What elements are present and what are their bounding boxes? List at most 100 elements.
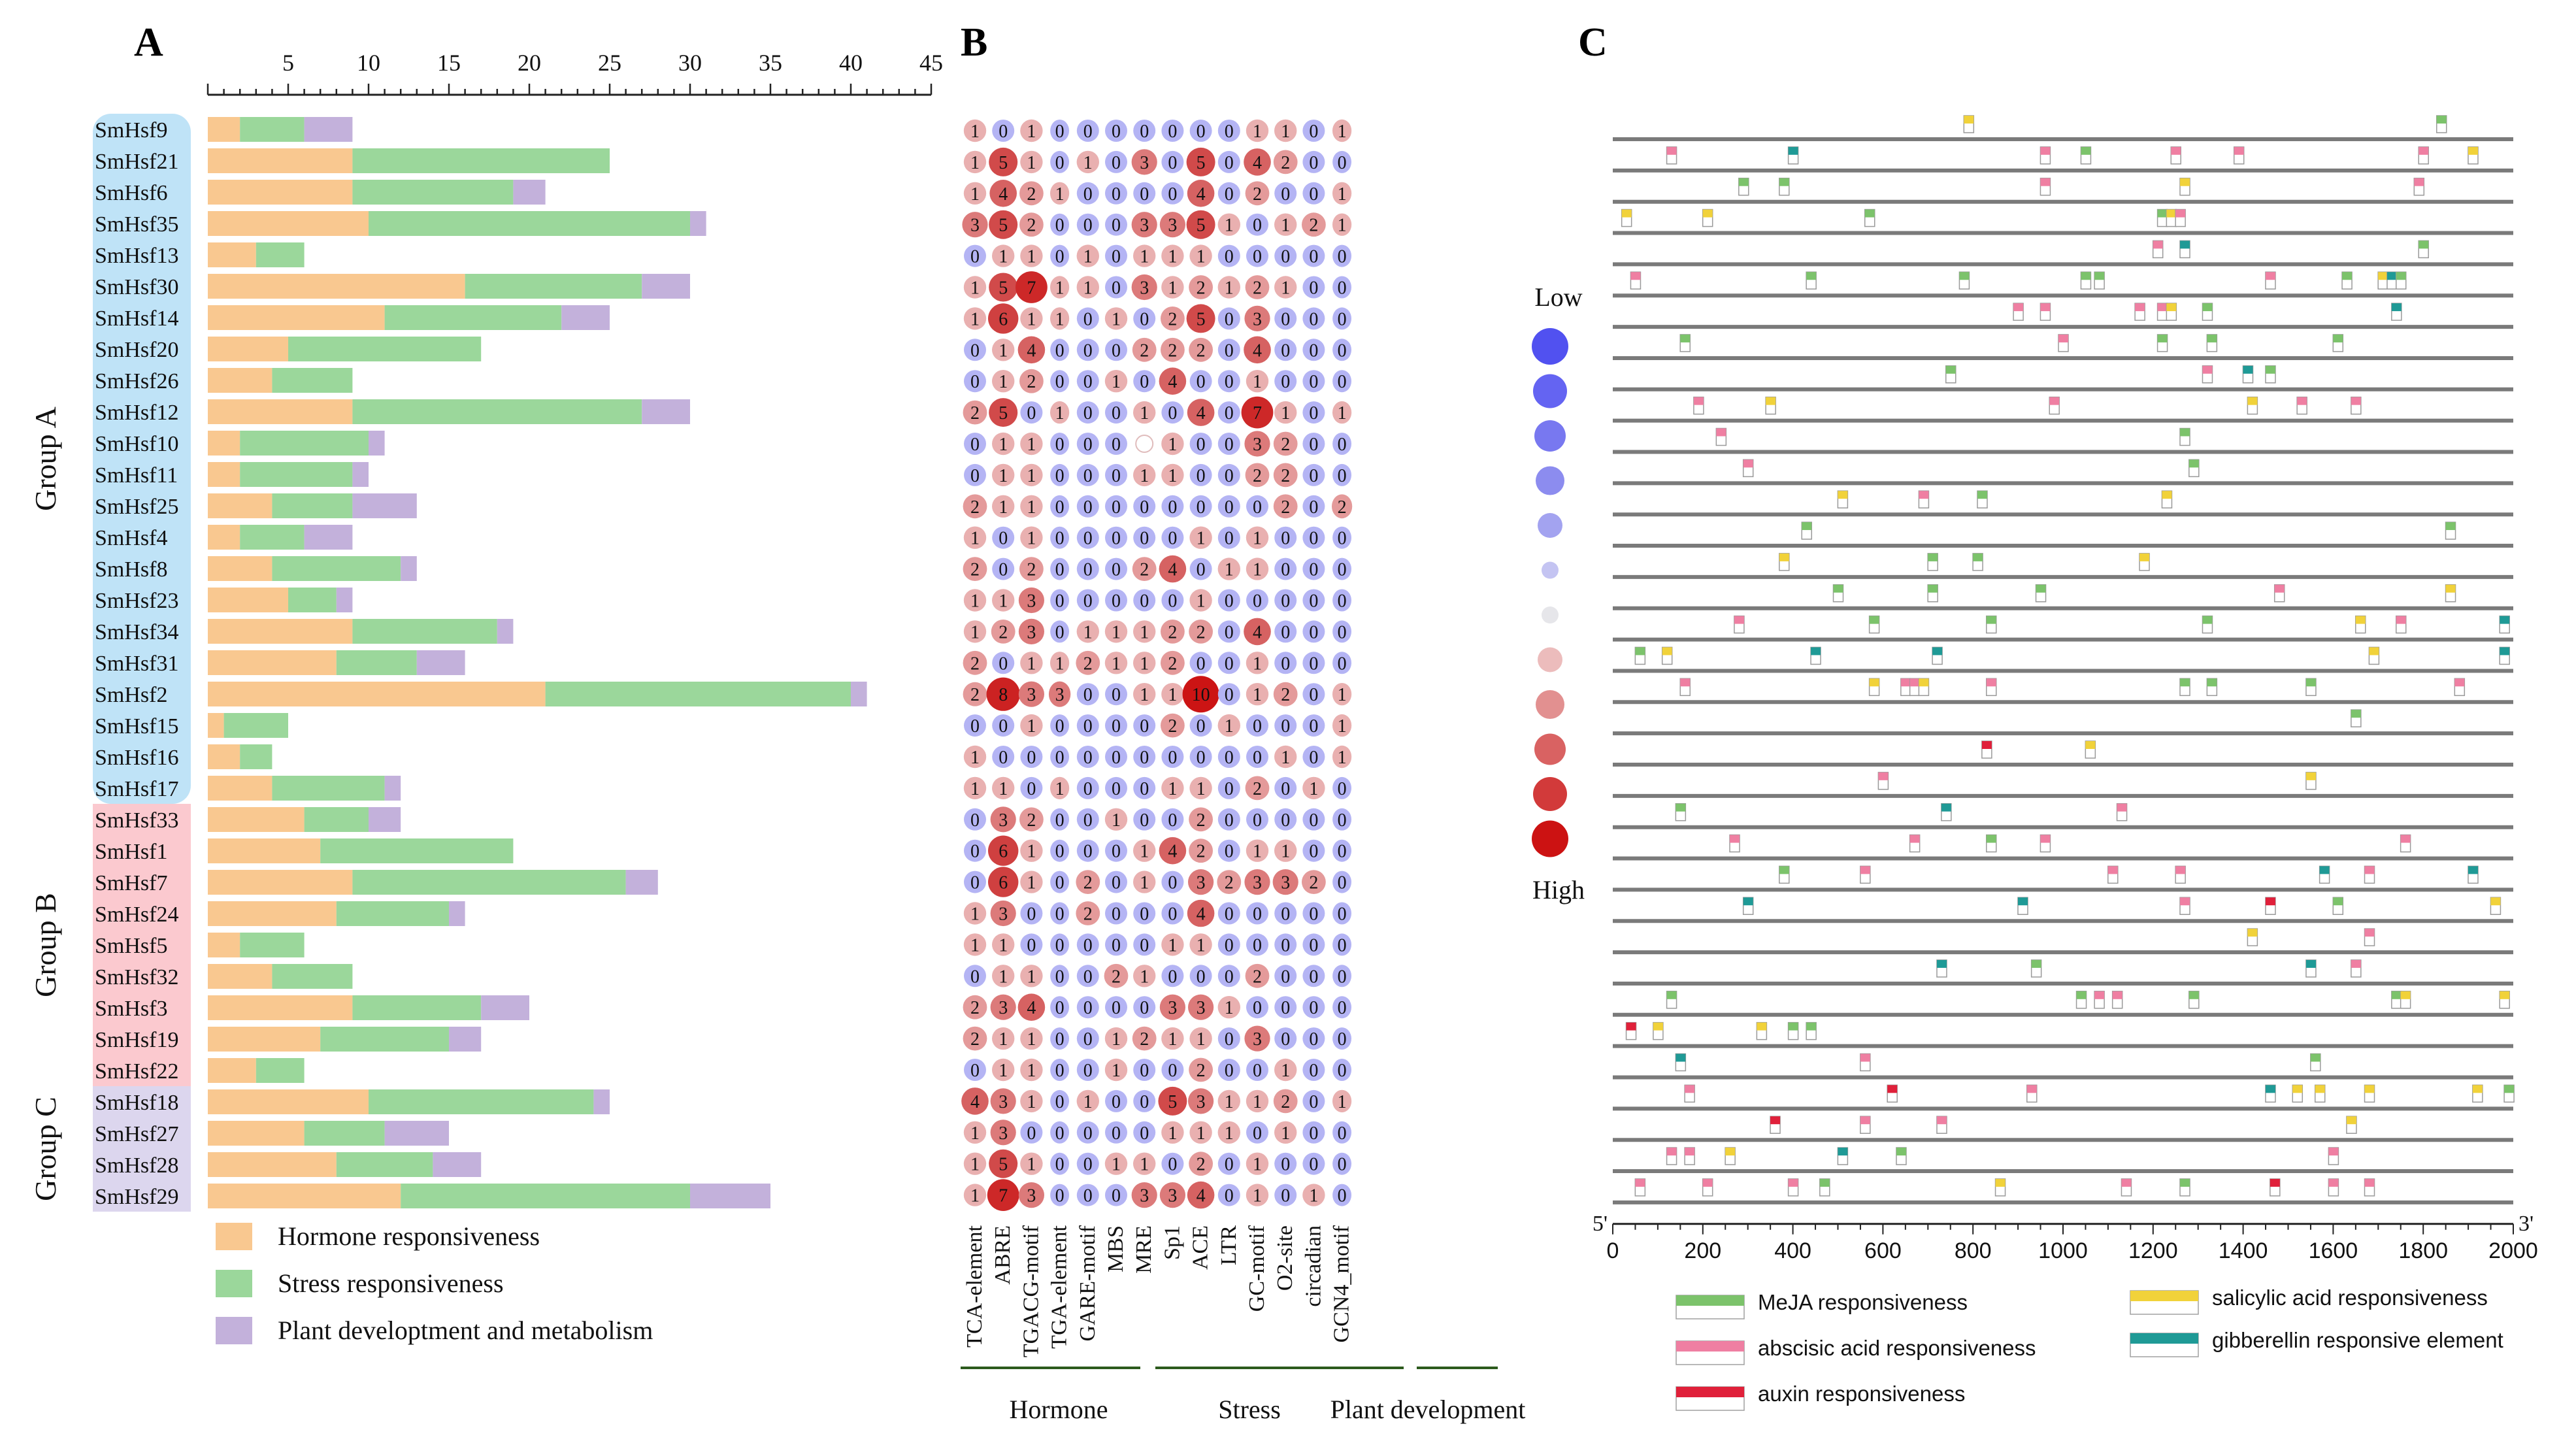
heatmap-value: 1 (1253, 1186, 1262, 1206)
x-tick-label: 30 (678, 50, 702, 76)
heatmap-cell (990, 1120, 1016, 1146)
heatmap-value: 3 (1140, 278, 1149, 299)
heatmap-cell (1020, 714, 1043, 737)
heatmap-value: 0 (1309, 309, 1318, 329)
heatmap-value: 0 (1225, 403, 1234, 423)
heatmap-value: 1 (970, 184, 980, 205)
bar-segment (304, 117, 353, 142)
bar-segment (208, 713, 224, 738)
x-tick-label: 40 (839, 50, 863, 76)
heatmap-value: 0 (1281, 247, 1290, 267)
heatmap-cell (1332, 996, 1352, 1019)
heatmap-value: 0 (1168, 873, 1177, 893)
heatmap-cell (1187, 899, 1215, 927)
heatmap-value: 0 (1281, 591, 1290, 612)
heatmap-cell (1302, 746, 1325, 768)
heatmap-value: 0 (1140, 497, 1149, 518)
bar-segment (208, 838, 321, 863)
legend-label: Plant developtment and metabolism (278, 1316, 653, 1345)
x-tick-label: 35 (759, 50, 782, 76)
heatmap-value: 1 (1197, 591, 1206, 612)
heatmap-value: 0 (1083, 1155, 1093, 1175)
heatmap-value: 1 (1197, 1029, 1206, 1050)
heatmap-value: 0 (1281, 372, 1290, 392)
bar-segment (545, 682, 851, 706)
heatmap-cell (1020, 965, 1043, 987)
heatmap-cell (1332, 808, 1352, 831)
heatmap-cell (1105, 714, 1127, 737)
bar-segment (690, 211, 706, 236)
heatmap-value: 0 (1083, 529, 1093, 549)
gene-label: SmHsf14 (95, 307, 178, 331)
heatmap-value: 0 (1055, 967, 1065, 987)
heatmap-cell (1189, 807, 1213, 832)
heatmap-value: 2 (1083, 904, 1093, 925)
bar-segment (304, 807, 369, 832)
heatmap-cell (1048, 681, 1071, 707)
heatmap-cell (1020, 746, 1043, 768)
heatmap-value: 0 (999, 122, 1008, 142)
gene-label: SmHsf15 (95, 714, 178, 738)
scale-swatch (1532, 820, 1568, 857)
heatmap-cell (1050, 871, 1070, 893)
heatmap-cell (963, 650, 987, 675)
scale-swatch (1536, 690, 1564, 719)
heatmap-value: 1 (1253, 372, 1262, 392)
heatmap-cell (1217, 526, 1240, 549)
heatmap-value: 0 (1055, 153, 1065, 173)
element-marker (1779, 866, 1789, 874)
heatmap-cell (1302, 683, 1325, 706)
heatmap-value: 0 (1253, 1123, 1262, 1144)
bar-segment (208, 399, 353, 424)
element-marker (2153, 241, 2163, 249)
heatmap-cell (1246, 495, 1268, 518)
heatmap-value: 1 (1027, 654, 1036, 674)
heatmap-value: 0 (1055, 1092, 1065, 1112)
heatmap-cell (1217, 150, 1240, 173)
heatmap-cell (1161, 902, 1184, 925)
heatmap-cell (1017, 336, 1046, 364)
heatmap-cell (1274, 557, 1297, 580)
gene-label: SmHsf10 (95, 432, 178, 456)
heatmap-cell (961, 1087, 989, 1115)
heatmap-cell (1189, 838, 1213, 863)
heatmap-value: 0 (1338, 810, 1347, 831)
heatmap-value: 3 (1197, 1092, 1206, 1112)
heatmap-cell (1274, 370, 1297, 393)
heatmap-cell (963, 620, 987, 643)
heatmap-cell (988, 303, 1019, 334)
element-marker (2305, 959, 2316, 968)
heatmap-cell (989, 147, 1018, 176)
element-marker (2310, 1053, 2320, 1062)
heatmap-cell (1050, 244, 1070, 267)
heatmap-cell (1273, 494, 1298, 519)
heatmap-value: 1 (1253, 560, 1262, 580)
heatmap-cell (1135, 435, 1154, 453)
heatmap-cell (1076, 244, 1100, 267)
element-marker (2333, 897, 2343, 906)
heatmap-cell (1189, 120, 1212, 142)
heatmap-cell (1132, 337, 1157, 362)
heatmap-value: 0 (1338, 340, 1347, 361)
heatmap-value: 2 (1253, 967, 1262, 987)
heatmap-cell (1020, 119, 1043, 142)
heatmap-cell (1217, 1152, 1240, 1175)
heatmap-value: 0 (1309, 435, 1318, 455)
heatmap-cell (1273, 150, 1298, 174)
heatmap-cell (963, 776, 987, 800)
heatmap-value: 0 (1281, 622, 1290, 642)
heatmap-cell (1105, 339, 1127, 361)
scale-swatch (1536, 466, 1564, 495)
heatmap-value: 1 (1281, 842, 1290, 862)
element-marker (2351, 397, 2361, 405)
heatmap-value: 0 (1309, 748, 1318, 768)
heatmap-cell (1246, 589, 1268, 612)
heatmap-value: 1 (1140, 247, 1149, 267)
heatmap-cell (1161, 526, 1184, 549)
element-marker (1869, 678, 1879, 687)
element-marker (1919, 678, 1929, 687)
bar-segment (208, 682, 546, 706)
heatmap-value: 2 (1197, 1155, 1206, 1175)
element-marker (1909, 835, 1920, 843)
column-label: circadian (1301, 1225, 1325, 1307)
